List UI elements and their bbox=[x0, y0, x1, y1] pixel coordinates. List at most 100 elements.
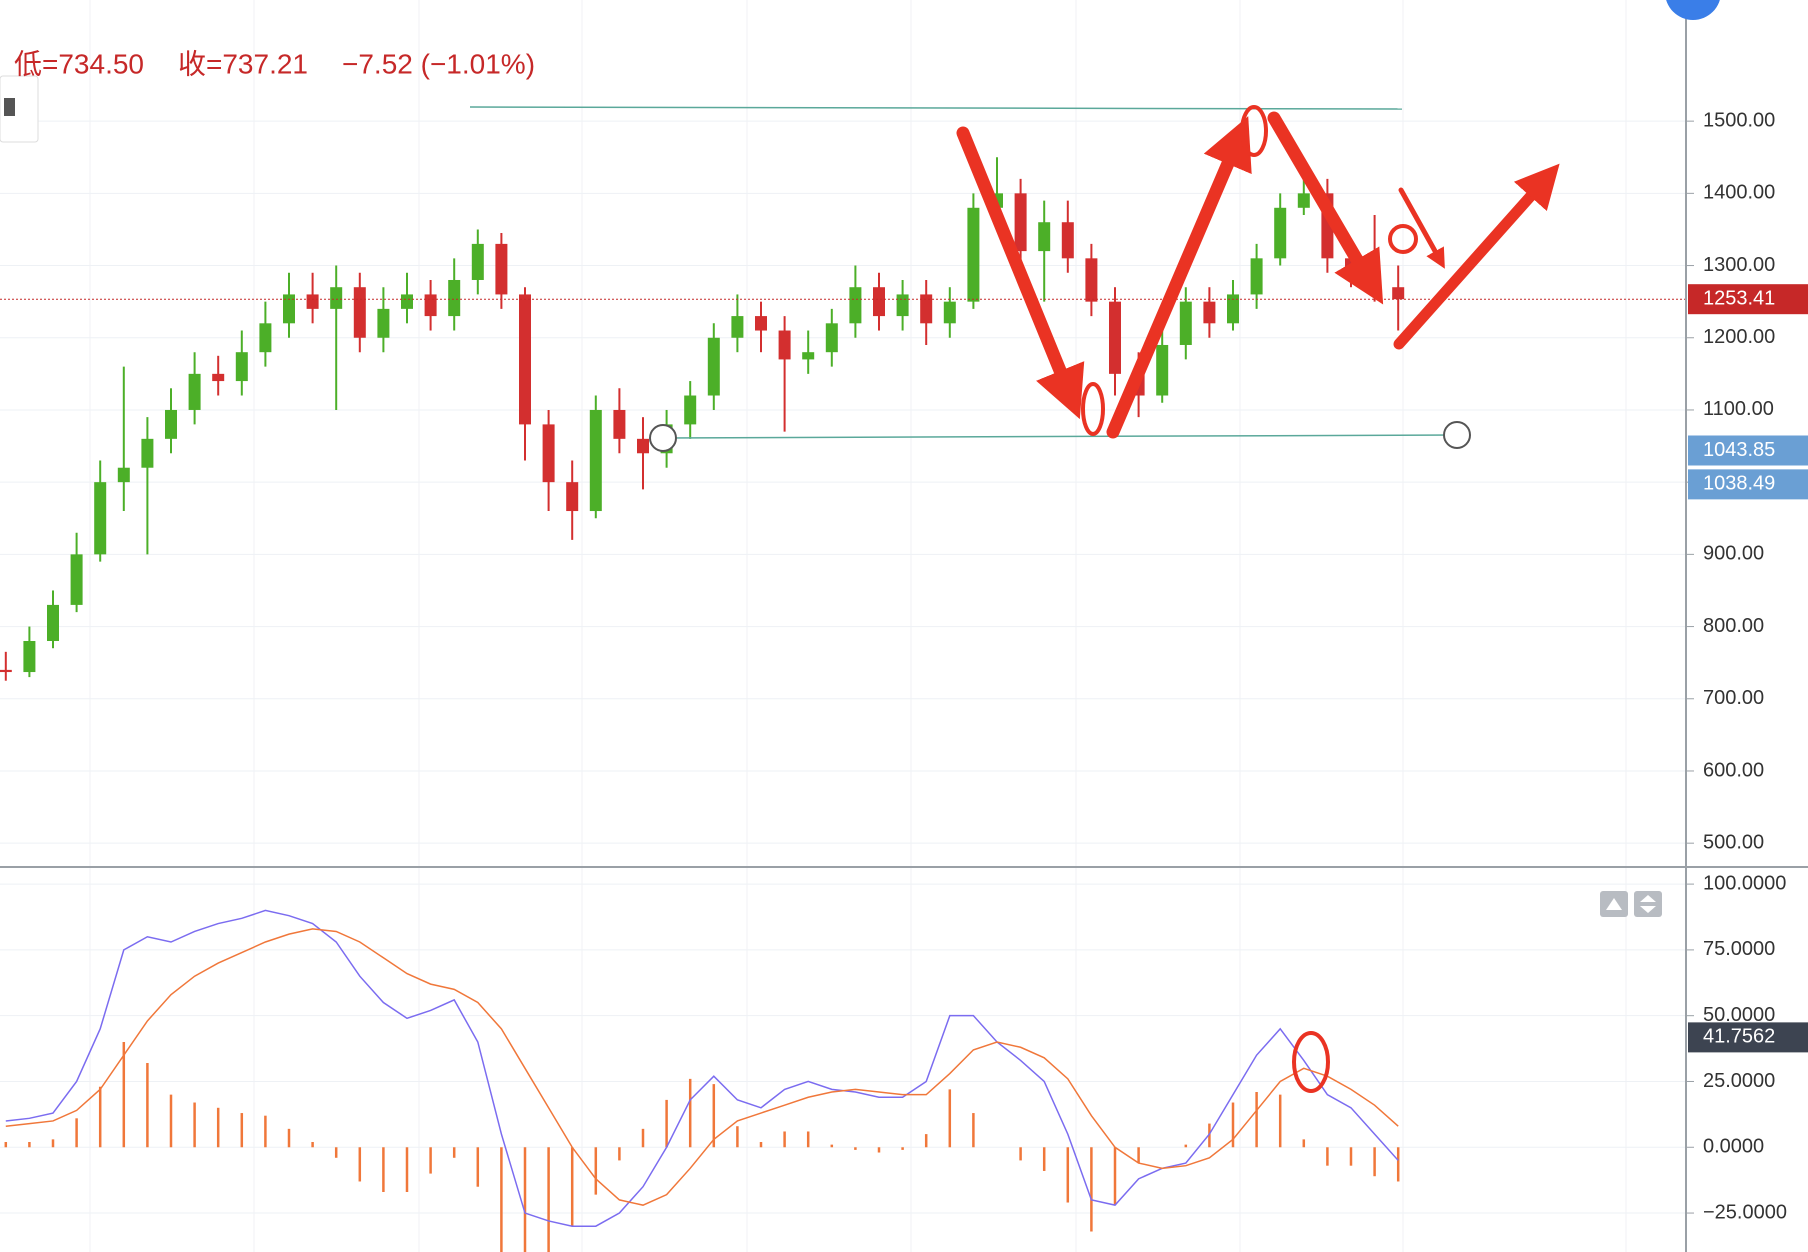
candle-body bbox=[471, 243, 484, 280]
vertical-grid bbox=[89, 0, 1627, 1252]
candle-body bbox=[1085, 258, 1098, 302]
price-marker bbox=[1688, 1022, 1808, 1053]
header-low: 低=734.50 bbox=[14, 48, 144, 79]
y-tick-label: 800.00 bbox=[1703, 615, 1764, 637]
circle-mark bbox=[1081, 382, 1105, 436]
candle-body bbox=[1392, 287, 1405, 300]
candle-body bbox=[448, 279, 461, 317]
candle-body bbox=[212, 373, 225, 382]
updown-icon bbox=[1640, 895, 1656, 913]
candle-body bbox=[802, 352, 815, 360]
candle-body bbox=[353, 287, 366, 338]
y-tick-label: 1500.00 bbox=[1703, 109, 1775, 131]
candle-body bbox=[684, 395, 697, 425]
arrow-up bbox=[1393, 163, 1560, 350]
price-marker-label: 1043.85 bbox=[1703, 439, 1775, 461]
candle-body bbox=[495, 243, 508, 295]
candle-body bbox=[401, 294, 413, 309]
circle-mark bbox=[1240, 105, 1268, 157]
price-marker-label: 1253.41 bbox=[1703, 287, 1775, 309]
candle-body bbox=[377, 308, 390, 338]
y-tick-label: 50.0000 bbox=[1703, 1004, 1775, 1026]
macd-line bbox=[5, 928, 1399, 1206]
candle-body bbox=[117, 467, 130, 483]
delete-button[interactable] bbox=[0, 75, 39, 143]
candle-body bbox=[1061, 222, 1074, 259]
candle-body bbox=[920, 294, 933, 324]
candle-body bbox=[755, 316, 767, 331]
macd-line bbox=[5, 909, 1399, 1227]
y-tick-label: −25.0000 bbox=[1703, 1201, 1787, 1223]
header-change: −7.52 (−1.01%) bbox=[342, 48, 535, 79]
candle-body bbox=[23, 641, 36, 673]
move-down-button[interactable] bbox=[1634, 891, 1662, 917]
candle-body bbox=[47, 604, 59, 642]
candle-body bbox=[542, 424, 555, 483]
line-handle[interactable] bbox=[1443, 421, 1471, 449]
candle-body bbox=[165, 409, 177, 439]
candle-body bbox=[825, 323, 838, 353]
candle-body bbox=[330, 287, 343, 309]
price-marker bbox=[1688, 284, 1808, 315]
candle-body bbox=[1250, 258, 1263, 295]
candle-body bbox=[849, 287, 862, 324]
circle-mark bbox=[1292, 1031, 1330, 1093]
candle-body bbox=[1156, 344, 1169, 396]
candle-body bbox=[141, 438, 154, 468]
candle-body bbox=[1014, 193, 1027, 252]
y-tick-label: 0.0000 bbox=[1703, 1136, 1764, 1158]
price-marker-label: 1038.49 bbox=[1703, 473, 1775, 495]
plot-area bbox=[0, 120, 1686, 1252]
circle-mark bbox=[1388, 224, 1418, 254]
candle-body bbox=[424, 294, 437, 317]
support-line bbox=[662, 434, 1458, 439]
candle-body bbox=[519, 294, 531, 425]
header-close: 收=737.21 bbox=[178, 48, 308, 79]
line-handle[interactable] bbox=[649, 424, 677, 452]
arrow-down bbox=[956, 126, 1085, 420]
price-marker bbox=[1688, 435, 1808, 466]
candle-body bbox=[873, 287, 885, 317]
up-icon bbox=[1606, 898, 1622, 910]
arrow-down-small bbox=[1398, 187, 1445, 269]
candle-body bbox=[707, 337, 720, 396]
resistance-line bbox=[469, 106, 1403, 110]
candle-body bbox=[613, 409, 626, 439]
y-tick-label: 1400.00 bbox=[1703, 182, 1775, 204]
candle-body bbox=[70, 554, 83, 605]
price-marker bbox=[1688, 469, 1808, 500]
candle-body bbox=[778, 330, 791, 360]
annotations bbox=[956, 105, 1560, 1093]
y-tick-label: 600.00 bbox=[1703, 759, 1764, 781]
y-tick-label: 900.00 bbox=[1703, 543, 1764, 565]
y-tick-label: 500.00 bbox=[1703, 831, 1764, 853]
candle-body bbox=[259, 323, 272, 353]
y-tick-label: 1100.00 bbox=[1703, 398, 1774, 420]
candle-body bbox=[1227, 294, 1239, 324]
axes: 500.00600.00700.00800.00900.001000.00110… bbox=[1686, 109, 1808, 1223]
candle-body bbox=[1179, 301, 1192, 345]
y-tick-label: 1200.00 bbox=[1703, 326, 1775, 348]
y-tick-label: 75.0000 bbox=[1703, 938, 1775, 960]
candle-body bbox=[94, 482, 107, 555]
candle-body bbox=[283, 294, 295, 324]
candle-body bbox=[943, 301, 956, 324]
candle-body bbox=[589, 409, 602, 512]
arrow-up bbox=[1106, 116, 1252, 439]
candle-body bbox=[731, 316, 744, 338]
candle-body bbox=[637, 438, 649, 454]
toolbar-icon[interactable] bbox=[1665, 0, 1721, 20]
y-tick-label: 100.0000 bbox=[1703, 872, 1786, 894]
price-marker-label: 41.7562 bbox=[1703, 1026, 1775, 1048]
candle-body bbox=[235, 352, 248, 382]
candle-body bbox=[188, 373, 201, 410]
candle-body bbox=[896, 294, 909, 317]
candle-body bbox=[0, 669, 12, 673]
candle-body bbox=[1297, 193, 1310, 208]
candle-body bbox=[967, 207, 980, 302]
candle-body bbox=[1109, 301, 1121, 374]
candle-body bbox=[1274, 207, 1287, 259]
y-tick-label: 700.00 bbox=[1703, 687, 1764, 709]
candle-body bbox=[306, 294, 319, 309]
